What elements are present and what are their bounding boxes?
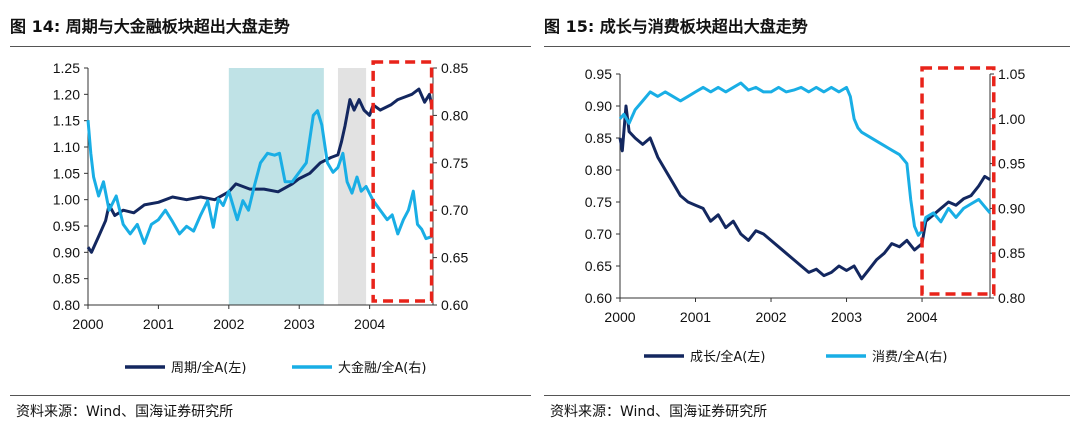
legend-label: 成长/全A(左) [690, 349, 765, 365]
chart-svg: 0.60 0.65 0.70 0.75 0.80 0.85 0.90 0.95 0.80 0.85… [544, 0, 1070, 395]
y-tick-label-left: 0.80 [585, 162, 612, 178]
y-tick-label-left: 0.90 [53, 244, 80, 260]
y-tick-label-right: 0.85 [998, 245, 1025, 261]
y-tick-label-left: 0.85 [53, 271, 80, 287]
y-tick-label-left: 0.80 [53, 297, 80, 313]
y-tick-label-left: 0.60 [585, 290, 612, 306]
x-tick-label: 2004 [906, 309, 937, 325]
y-tick-label-right: 0.60 [441, 297, 468, 313]
y-tick-label-right: 0.75 [441, 155, 468, 171]
x-tick-label: 2000 [72, 316, 103, 332]
x-tick-label: 2000 [604, 309, 635, 325]
chart-panel-14: 图 14: 周期与大金融板块超出大盘走势 0.80 0.85 0.90 0.95 1.0… [10, 0, 531, 431]
legend-label: 周期/全A(左) [171, 360, 246, 376]
y-tick-label-left: 0.90 [585, 98, 612, 114]
y-tick-label-right: 0.80 [998, 290, 1025, 306]
y-tick-label-left: 1.10 [53, 139, 80, 155]
source-note: 资料来源：Wind、国海证券研究所 [16, 401, 233, 421]
y-tick-label-left: 1.15 [53, 113, 80, 129]
y-tick-label-right: 0.80 [441, 107, 468, 123]
y-tick-label-right: 0.65 [441, 250, 468, 266]
y-tick-label-left: 0.65 [585, 258, 612, 274]
chart-panel-15: 图 15: 成长与消费板块超出大盘走势 0.60 0.65 0.70 0.75 0.80… [544, 0, 1070, 431]
chart-svg: 0.80 0.85 0.90 0.95 1.00 1.05 1.10 1.15 1.20 1.25… [10, 0, 531, 395]
y-tick-label-left: 1.20 [53, 86, 80, 102]
y-tick-label-left: 0.85 [585, 130, 612, 146]
y-tick-label-left: 1.00 [53, 192, 80, 208]
source-divider [544, 395, 1070, 396]
x-tick-label: 2003 [284, 316, 315, 332]
y-tick-label-right: 1.00 [998, 111, 1025, 127]
series-line-0 [620, 106, 990, 279]
series-line-1 [620, 83, 990, 235]
y-tick-label-left: 0.70 [585, 226, 612, 242]
x-tick-label: 2003 [831, 309, 862, 325]
x-tick-label: 2002 [213, 316, 244, 332]
y-tick-label-left: 0.75 [585, 194, 612, 210]
x-tick-label: 2002 [755, 309, 786, 325]
y-tick-label-left: 0.95 [585, 66, 612, 82]
x-tick-label: 2004 [354, 316, 385, 332]
y-tick-label-left: 1.05 [53, 165, 80, 181]
source-note: 资料来源：Wind、国海证券研究所 [550, 401, 767, 421]
y-tick-label-right: 1.05 [998, 66, 1025, 82]
y-tick-label-right: 0.95 [998, 156, 1025, 172]
y-tick-label-right: 0.90 [998, 200, 1025, 216]
legend-label: 大金融/全A(右) [338, 360, 426, 376]
y-tick-label-right: 0.85 [441, 60, 468, 76]
source-divider [10, 395, 531, 396]
legend-label: 消费/全A(右) [872, 349, 947, 365]
x-tick-label: 2001 [680, 309, 711, 325]
y-tick-label-left: 1.25 [53, 60, 80, 76]
y-tick-label-right: 0.70 [441, 202, 468, 218]
x-tick-label: 2001 [143, 316, 174, 332]
y-tick-label-left: 0.95 [53, 218, 80, 234]
